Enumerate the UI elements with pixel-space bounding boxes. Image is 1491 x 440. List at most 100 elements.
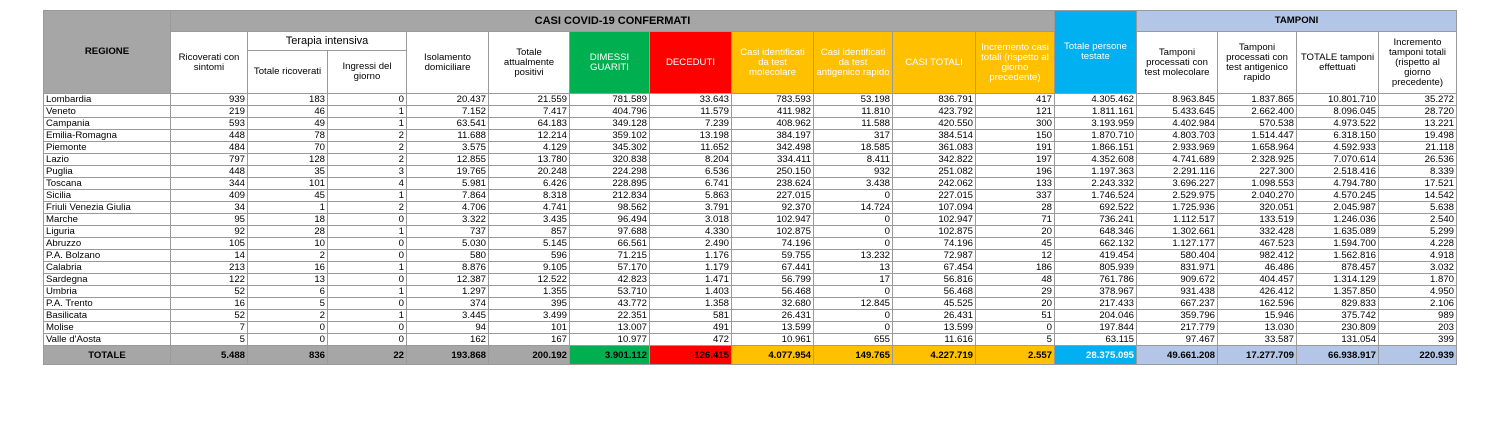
region-name: Calabria (43, 261, 171, 274)
table-cell: 342.822 (892, 153, 976, 166)
table-cell: 320.838 (569, 153, 650, 166)
table-cell: 3.193.959 (1054, 117, 1137, 130)
table-cell: 7.070.614 (1296, 153, 1379, 166)
table-cell: 989 (1378, 309, 1457, 322)
table-cell: 6.426 (488, 177, 570, 190)
table-cell: 0 (327, 237, 407, 250)
table-cell: 183 (247, 93, 328, 106)
table-cell: 242.062 (892, 177, 976, 190)
table-cell: 3.499 (488, 309, 570, 322)
table-cell: 5.981 (406, 177, 489, 190)
table-cell: 4.706 (406, 201, 489, 214)
table-cell: 219 (170, 105, 248, 118)
table-cell: 805.939 (1054, 261, 1137, 274)
table-cell: 3.575 (406, 141, 489, 154)
table-cell: 102.947 (892, 213, 976, 226)
table-cell: 18 (247, 213, 328, 226)
table-cell: 122 (170, 273, 248, 286)
table-cell: 11.652 (649, 141, 732, 154)
table-row: Valle d'Aosta 5 0 0 162 167 10.977 472 10.961 655… (43, 333, 1457, 346)
table-cell: 0 (813, 189, 893, 202)
table-cell: 13 (813, 261, 893, 274)
table-row: Campania 593 49 1 63.541 64.183 349.128 7.239 40… (43, 117, 1457, 130)
table-cell: 7.864 (406, 189, 489, 202)
header-regione: REGIONE (43, 10, 171, 94)
region-name: Marche (43, 213, 171, 226)
table-cell: 42.823 (569, 273, 650, 286)
table-cell: 10.977 (569, 333, 650, 346)
table-cell: 7.239 (649, 117, 732, 130)
table-cell: 150 (975, 129, 1055, 142)
table-cell: 45 (975, 237, 1055, 250)
table-cell: 0 (327, 249, 407, 262)
table-row: Piemonte 484 70 2 3.575 4.129 345.302 11.652 342… (43, 141, 1457, 154)
table-cell: 53.710 (569, 285, 650, 298)
table-cell: 374 (406, 297, 489, 310)
table-cell: 448 (170, 129, 248, 142)
table-cell: 92 (170, 225, 248, 238)
table-row: Veneto 219 46 1 7.152 7.417 404.796 11.579 411.9… (43, 105, 1457, 118)
table-cell: 13 (247, 273, 328, 286)
region-name: Molise (43, 321, 171, 334)
table-cell: 7.152 (406, 105, 489, 118)
table-cell: 74.196 (731, 237, 814, 250)
table-cell: 361.083 (892, 141, 976, 154)
table-cell: 783.593 (731, 93, 814, 106)
table-cell: 317 (813, 129, 893, 142)
table-cell: 3.445 (406, 309, 489, 322)
table-cell: 71 (975, 213, 1055, 226)
region-name: Lazio (43, 153, 171, 166)
table-cell: 4.330 (649, 225, 732, 238)
table-cell: 12.855 (406, 153, 489, 166)
table-cell: 655 (813, 333, 893, 346)
table-cell: 0 (327, 333, 407, 346)
table-cell: 2.540 (1378, 213, 1457, 226)
table-cell: 3.435 (488, 213, 570, 226)
table-cell: 1.314.129 (1296, 273, 1379, 286)
region-name: Sardegna (43, 273, 171, 286)
table-cell: 28 (247, 225, 328, 238)
table-cell: 2 (327, 141, 407, 154)
table-cell: 736.241 (1054, 213, 1137, 226)
table-cell: 781.589 (569, 93, 650, 106)
table-cell: 4.129 (488, 141, 570, 154)
table-cell: 98.562 (569, 201, 650, 214)
table-cell: 18.585 (813, 141, 893, 154)
table-cell: 5 (975, 333, 1055, 346)
header-tamponi-title: TAMPONI (1136, 10, 1457, 32)
table-cell: 21.118 (1378, 141, 1457, 154)
table-cell: 334.411 (731, 153, 814, 166)
table-cell: 13.599 (731, 321, 814, 334)
table-cell: 102.875 (892, 225, 976, 238)
table-cell: 0 (813, 285, 893, 298)
table-cell: 92.370 (731, 201, 814, 214)
table-cell: 1.246.036 (1296, 213, 1379, 226)
table-cell: 0 (327, 213, 407, 226)
region-name: Lombardia (43, 93, 171, 106)
table-cell: 96.494 (569, 213, 650, 226)
header-col-5: Totale attualmente positivi (488, 31, 570, 94)
table-cell: 411.982 (731, 105, 814, 118)
table-cell: 10.961 (731, 333, 814, 346)
table-cell: 46 (247, 105, 328, 118)
table-cell: 8.318 (488, 189, 570, 202)
table-cell: 4.592.933 (1296, 141, 1379, 154)
table-cell: 4.950 (1378, 285, 1457, 298)
region-name: Valle d'Aosta (43, 333, 171, 346)
table-cell: 4.352.608 (1054, 153, 1137, 166)
table-cell: 11.588 (813, 117, 893, 130)
table-cell: 11.688 (406, 129, 489, 142)
table-cell: 56.468 (892, 285, 976, 298)
table-cell: 332.428 (1217, 225, 1297, 238)
table-cell: 593 (170, 117, 248, 130)
totale-cell: 49.661.208 (1136, 345, 1218, 365)
table-cell: 128 (247, 153, 328, 166)
table-cell: 12 (975, 249, 1055, 262)
table-cell: 1 (247, 201, 328, 214)
table-cell: 14.542 (1378, 189, 1457, 202)
table-cell: 1 (327, 285, 407, 298)
table-cell: 3.018 (649, 213, 732, 226)
table-cell: 7 (170, 321, 248, 334)
table-cell: 2.328.925 (1217, 153, 1297, 166)
table-cell: 580 (406, 249, 489, 262)
